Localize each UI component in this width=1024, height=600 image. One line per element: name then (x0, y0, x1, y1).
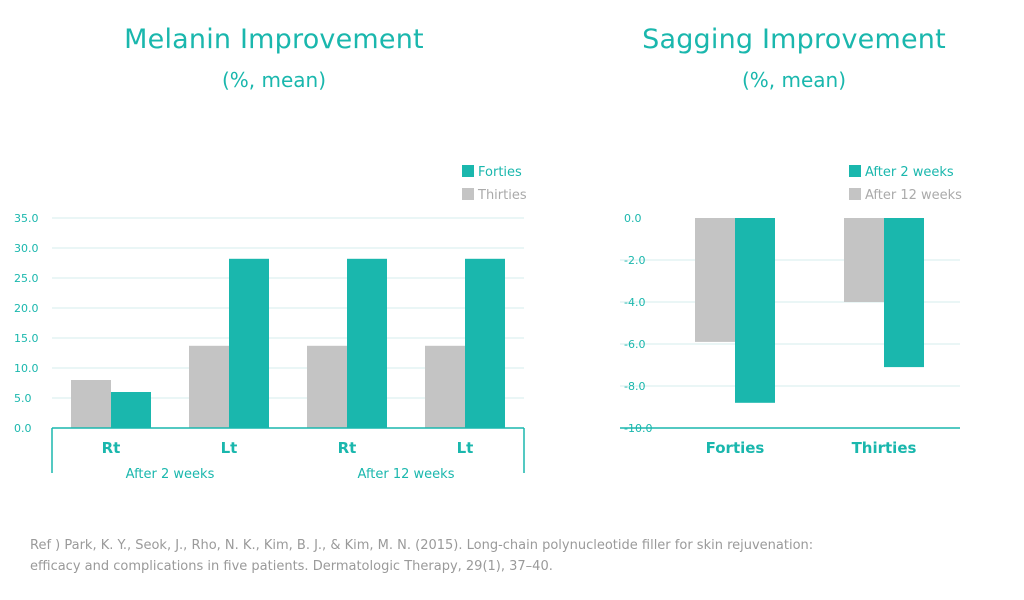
melanin-chart-title: Melanin Improvement (124, 24, 424, 55)
melanin-chart: 0.05.010.015.020.025.030.035.0Rt Lt Rt LtAf… (14, 165, 527, 482)
sagging-bar-after-12-weeks (695, 218, 735, 342)
sagging-legend-label: After 12 weeks (865, 188, 962, 203)
sagging-legend-swatch (849, 188, 861, 200)
sagging-y-tick-label: -6.0 (624, 338, 645, 351)
melanin-bar-thirties (307, 345, 347, 428)
melanin-y-tick-label: 0.0 (14, 422, 32, 435)
melanin-y-tick-label: 20.0 (14, 302, 39, 315)
sagging-y-tick-label: -8.0 (624, 380, 645, 393)
melanin-bar-thirties (425, 345, 465, 428)
melanin-bar-thirties (71, 380, 111, 428)
melanin-y-tick-label: 15.0 (14, 332, 39, 345)
melanin-legend-swatch (462, 188, 474, 200)
reference-citation: Ref ) Park, K. Y., Seok, J., Rho, N. K.,… (30, 535, 930, 577)
sagging-category-label: Forties (706, 439, 765, 457)
melanin-y-tick-label: 25.0 (14, 272, 39, 285)
sagging-y-tick-label: 0.0 (624, 212, 642, 225)
melanin-legend-label: Thirties (477, 188, 527, 203)
melanin-bar-forties (347, 258, 387, 428)
melanin-bar-forties (229, 258, 269, 428)
sagging-category-label: Thirties (852, 439, 917, 457)
melanin-category-label: Rt (102, 439, 121, 457)
sagging-chart-subtitle: (%, mean) (741, 68, 847, 92)
melanin-y-tick-label: 30.0 (14, 242, 39, 255)
melanin-bar-forties (465, 258, 505, 428)
reference-line-2: efficacy and complications in five patie… (30, 559, 553, 574)
reference-line-1: Ref ) Park, K. Y., Seok, J., Rho, N. K.,… (30, 538, 814, 553)
melanin-bar-thirties (189, 345, 229, 428)
melanin-y-tick-label: 35.0 (14, 212, 39, 225)
melanin-group-label: After 12 weeks (358, 467, 455, 482)
melanin-legend-swatch (462, 165, 474, 177)
sagging-y-tick-label: -2.0 (624, 254, 645, 267)
melanin-category-label: Lt (457, 439, 474, 457)
melanin-category-label: Rt (338, 439, 357, 457)
sagging-bar-after-2-weeks (884, 218, 924, 368)
sagging-bar-after-12-weeks (844, 218, 884, 302)
sagging-chart-title: Sagging Improvement (642, 24, 946, 55)
melanin-chart-subtitle: (%, mean) (221, 68, 327, 92)
sagging-legend-label: After 2 weeks (865, 165, 954, 180)
melanin-legend-label: Forties (478, 165, 522, 180)
sagging-bar-after-2-weeks (735, 218, 775, 403)
sagging-y-tick-label: -4.0 (624, 296, 645, 309)
melanin-y-tick-label: 10.0 (14, 362, 39, 375)
melanin-category-label: Lt (221, 439, 238, 457)
melanin-group-label: After 2 weeks (126, 467, 215, 482)
sagging-legend-swatch (849, 165, 861, 177)
melanin-bar-forties (111, 392, 151, 428)
melanin-y-tick-label: 5.0 (14, 392, 32, 405)
